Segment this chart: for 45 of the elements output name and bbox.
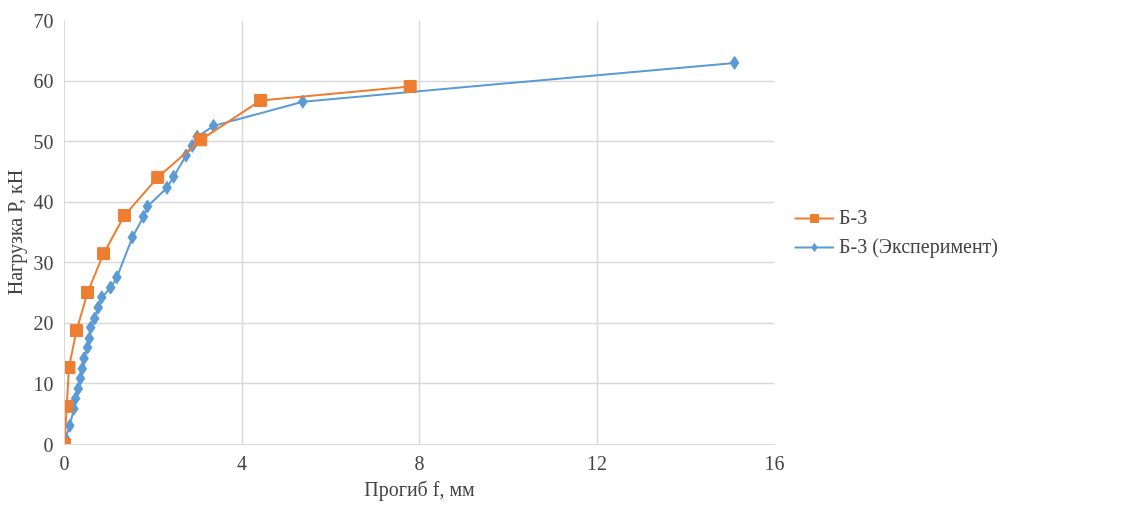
y-tick-label: 20 xyxy=(33,312,54,335)
x-tick-label: 8 xyxy=(414,451,425,474)
point xyxy=(97,247,111,261)
y-tick-label: 10 xyxy=(33,372,54,395)
point xyxy=(93,300,104,315)
y-tick-label: 70 xyxy=(33,9,54,32)
legend-label: Б-3 xyxy=(839,206,868,229)
y-tick-label: 30 xyxy=(33,251,54,274)
point xyxy=(254,93,268,107)
y-axis-title: Нагрузка P, кН xyxy=(3,169,27,296)
y-tick-label: 60 xyxy=(33,70,54,93)
point xyxy=(138,209,149,224)
point xyxy=(729,55,740,70)
point xyxy=(84,331,95,346)
point xyxy=(117,209,131,223)
y-tick-label: 0 xyxy=(43,433,54,456)
point xyxy=(69,324,83,338)
legend-label: Б-3 (Эксперимент) xyxy=(839,235,999,258)
point xyxy=(142,199,153,214)
point xyxy=(168,169,179,184)
point xyxy=(64,418,75,433)
point xyxy=(75,371,86,386)
point xyxy=(127,230,138,245)
point xyxy=(73,381,84,396)
point xyxy=(297,94,308,109)
point xyxy=(403,80,417,94)
point xyxy=(77,361,88,376)
point xyxy=(194,133,208,147)
point xyxy=(64,361,76,375)
point xyxy=(208,118,219,133)
point xyxy=(81,285,95,299)
point xyxy=(70,391,81,406)
point xyxy=(96,290,107,305)
point xyxy=(105,280,116,295)
x-tick-label: 16 xyxy=(764,451,785,474)
point xyxy=(85,320,96,335)
x-tick-label: 12 xyxy=(587,451,607,474)
y-tick-label: 50 xyxy=(33,130,54,153)
x-tick-label: 4 xyxy=(237,451,247,474)
y-tick-label: 40 xyxy=(33,191,54,214)
x-tick-label: 0 xyxy=(59,451,70,474)
point xyxy=(151,170,165,184)
point xyxy=(89,311,100,326)
point xyxy=(82,340,93,355)
x-axis-title: Прогиб f, мм xyxy=(364,477,476,501)
